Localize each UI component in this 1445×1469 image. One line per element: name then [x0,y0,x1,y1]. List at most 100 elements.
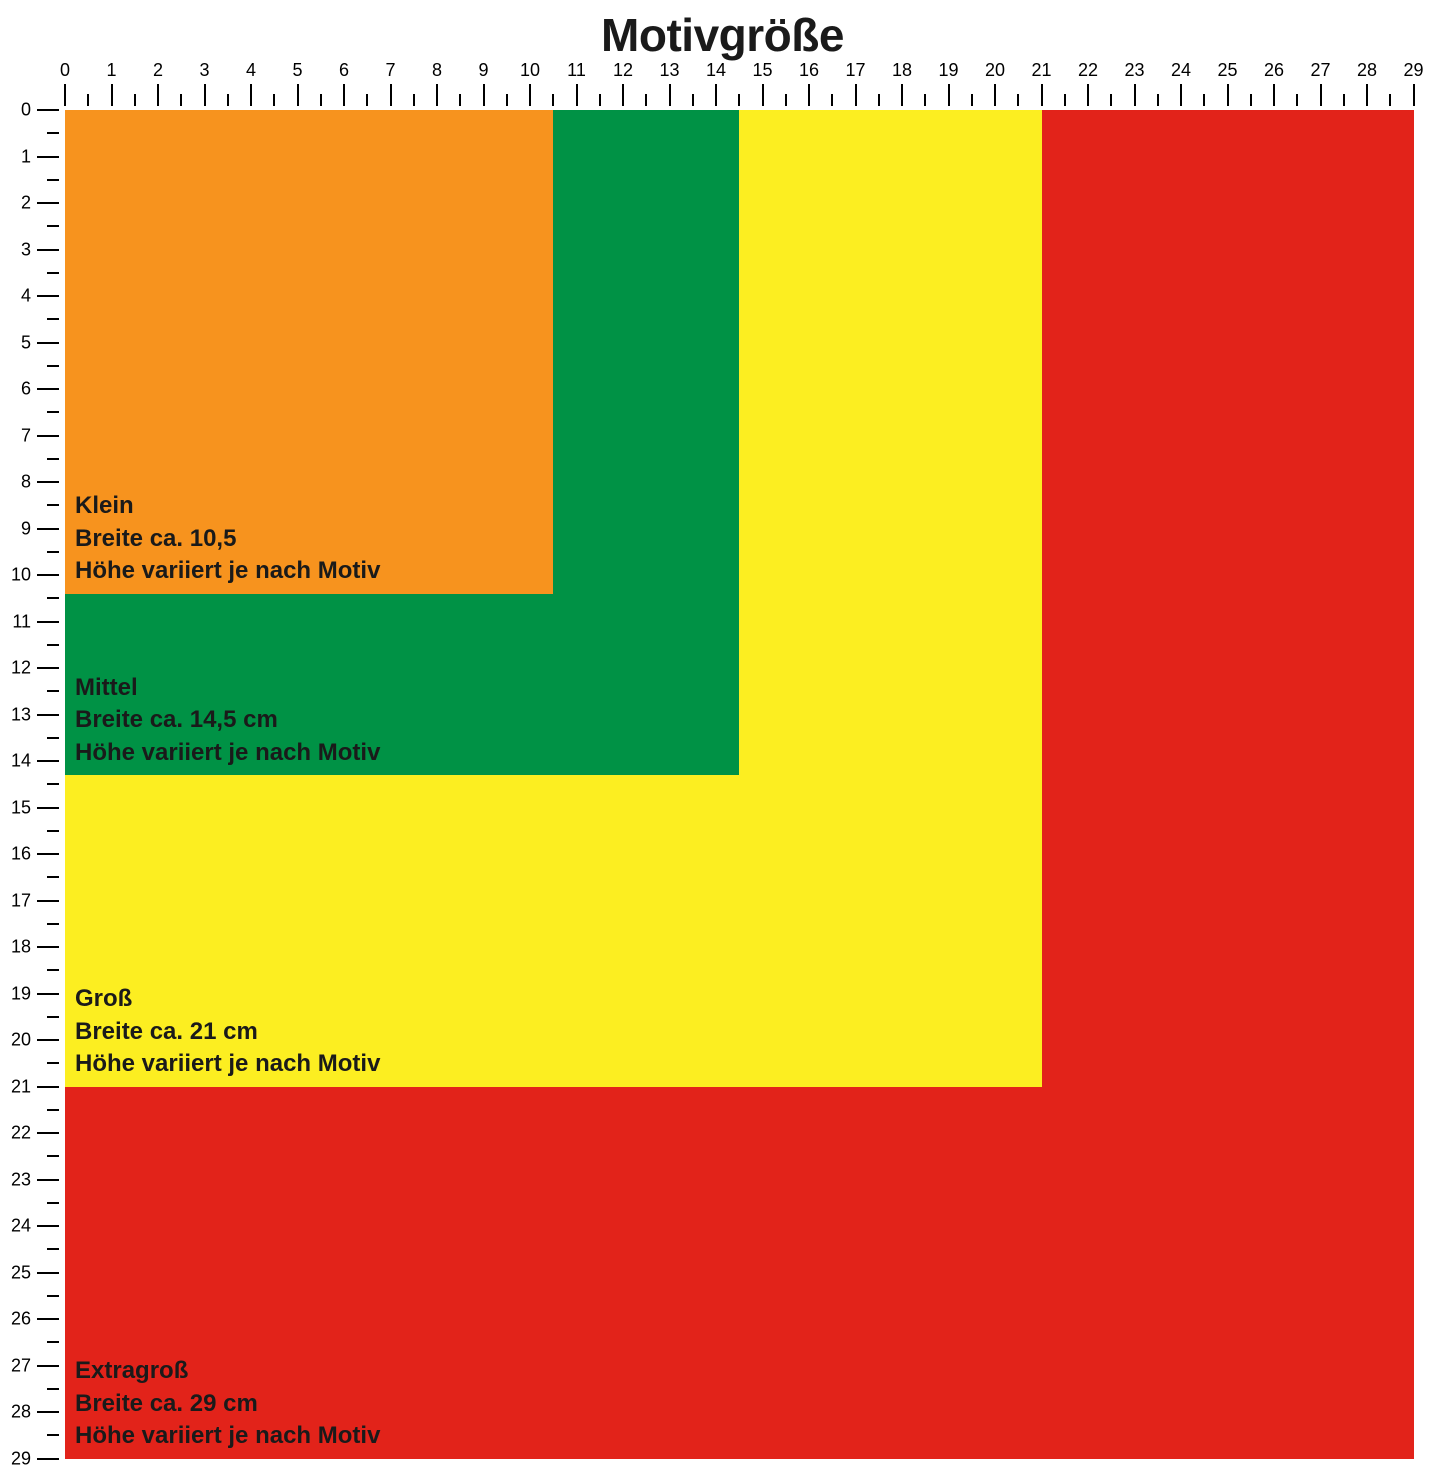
ruler-label: 2 [21,193,31,214]
size-plot: ExtragroßBreite ca. 29 cmHöhe variiert j… [65,110,1414,1459]
ruler-tick [37,1365,59,1367]
ruler-tick-minor [47,411,59,413]
ruler-tick-minor [1343,94,1345,106]
size-width-line: Breite ca. 29 cm [75,1388,380,1420]
ruler-tick [948,84,950,106]
ruler-label: 10 [11,565,31,586]
size-height-line: Höhe variiert je nach Motiv [75,737,380,769]
ruler-tick [1227,84,1229,106]
ruler-tick [37,853,59,855]
size-name: Mittel [75,672,380,704]
ruler-tick-minor [506,94,508,106]
ruler-label: 0 [60,60,70,81]
ruler-label: 11 [567,60,586,81]
ruler-label: 9 [21,518,31,539]
ruler-label: 2 [153,60,163,81]
ruler-label: 4 [21,286,31,307]
ruler-tick-minor [47,1248,59,1250]
ruler-tick [1180,84,1182,106]
ruler-label: 16 [11,844,31,865]
ruler-tick-minor [47,225,59,227]
ruler-tick [901,84,903,106]
ruler-label: 12 [11,658,31,679]
ruler-tick [250,84,252,106]
ruler-label: 20 [985,60,1005,81]
ruler-tick-minor [47,551,59,553]
ruler-tick-minor [47,783,59,785]
ruler-tick [1087,84,1089,106]
ruler-tick-minor [47,1434,59,1436]
ruler-tick [37,1086,59,1088]
size-label-mittel: MittelBreite ca. 14,5 cmHöhe variiert je… [75,672,380,769]
size-height-line: Höhe variiert je nach Motiv [75,555,380,587]
ruler-label: 24 [1171,60,1191,81]
ruler-tick-minor [47,1341,59,1343]
ruler-tick-minor [47,179,59,181]
ruler-tick-minor [47,923,59,925]
ruler-tick [37,1132,59,1134]
ruler-tick [576,84,578,106]
ruler-tick-minor [831,94,833,106]
ruler-tick-minor [924,94,926,106]
size-box-klein: KleinBreite ca. 10,5Höhe variiert je nac… [65,110,553,594]
ruler-label: 13 [659,60,679,81]
ruler-label: 21 [1031,60,1051,81]
ruler-label: 17 [11,890,31,911]
ruler-tick-minor [87,94,89,106]
ruler-tick [1413,84,1415,106]
ruler-tick-minor [1110,94,1112,106]
size-width-line: Breite ca. 14,5 cm [75,704,380,736]
size-height-line: Höhe variiert je nach Motiv [75,1420,380,1452]
ruler-tick [37,295,59,297]
size-width-line: Breite ca. 10,5 [75,523,380,555]
size-name: Extragroß [75,1355,380,1387]
ruler-tick [343,84,345,106]
ruler-label: 8 [21,472,31,493]
ruler-tick-minor [971,94,973,106]
ruler-tick [37,249,59,251]
ruler-label: 23 [1124,60,1144,81]
ruler-tick [37,202,59,204]
ruler-tick [37,667,59,669]
ruler-tick-minor [47,969,59,971]
ruler-label: 5 [292,60,302,81]
ruler-tick [37,1039,59,1041]
ruler-tick [1041,84,1043,106]
ruler-label: 15 [11,797,31,818]
ruler-label: 12 [613,60,633,81]
ruler-label: 29 [1403,60,1423,81]
ruler-label: 28 [1357,60,1377,81]
ruler-tick-minor [47,1295,59,1297]
ruler-label: 22 [1078,60,1098,81]
ruler-tick [1366,84,1368,106]
ruler-tick [37,993,59,995]
ruler-tick-minor [273,94,275,106]
ruler-tick-minor [1064,94,1066,106]
ruler-tick [390,84,392,106]
ruler-tick [37,1272,59,1274]
size-label-gross: GroßBreite ca. 21 cmHöhe variiert je nac… [75,983,380,1080]
ruler-label: 3 [199,60,209,81]
ruler-tick [436,84,438,106]
ruler-tick-minor [47,1155,59,1157]
ruler-label: 10 [520,60,540,81]
ruler-tick [37,528,59,530]
ruler-label: 16 [799,60,819,81]
ruler-tick-minor [47,132,59,134]
ruler-tick [37,807,59,809]
ruler-tick-minor [366,94,368,106]
ruler-label: 25 [11,1262,31,1283]
ruler-label: 26 [11,1309,31,1330]
ruler-tick-minor [692,94,694,106]
ruler-tick [157,84,159,106]
ruler-tick-minor [47,504,59,506]
ruler-label: 22 [11,1123,31,1144]
ruler-tick-minor [1157,94,1159,106]
ruler-tick [715,84,717,106]
ruler-tick [1273,84,1275,106]
ruler-tick-minor [1017,94,1019,106]
size-name: Groß [75,983,380,1015]
ruler-label: 6 [339,60,349,81]
ruler-tick-minor [47,830,59,832]
ruler-label: 7 [21,425,31,446]
